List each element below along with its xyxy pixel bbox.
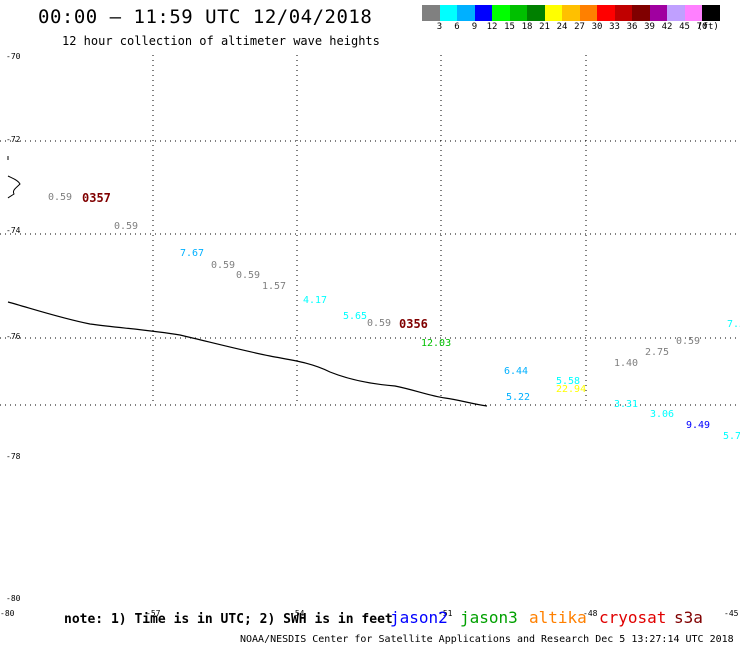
color-swatch (527, 5, 545, 21)
lat-label: -80 (6, 594, 21, 603)
satellite-legend-cryosat: cryosat (599, 608, 667, 627)
color-scale-label: 27 (574, 22, 585, 32)
color-swatch (474, 5, 492, 21)
satellite-legend-jason2: jason2 (390, 608, 448, 627)
color-scale-label: 24 (556, 22, 568, 32)
color-swatch (667, 5, 685, 21)
lat-label: -76 (6, 332, 21, 341)
lon-label: -54 (290, 609, 305, 618)
wave-height-value: 7.67 (180, 248, 205, 259)
wave-height-value: 0.59 (114, 221, 139, 232)
wave-height-value: 5.22 (506, 392, 531, 403)
color-scale-label: 21 (539, 22, 550, 32)
color-scale-label: 18 (521, 22, 533, 32)
wave-height-value: 0.59 (211, 260, 236, 271)
wave-height-value: 4.17 (303, 295, 328, 306)
wave-height-value: 3.31 (614, 399, 639, 410)
color-scale-label: 6 (454, 22, 460, 32)
color-scale-label: 42 (661, 22, 673, 32)
color-swatch (597, 5, 615, 21)
wave-height-value: 5.65 (343, 311, 368, 322)
coastline-main (7, 301, 488, 407)
satellite-legend-altika: altika (529, 608, 587, 627)
graticule (0, 55, 740, 406)
lon-label: -48 (583, 609, 598, 618)
wave-height-value: 1.57 (262, 281, 287, 292)
wave-height-value: 7.5 (727, 319, 740, 330)
wave-height-value: 0.59 (48, 192, 73, 203)
color-scale-label: 3 (436, 22, 443, 32)
color-scale-label: 45 (679, 22, 690, 32)
page-subtitle: 12 hour collection of altimeter wave hei… (62, 34, 380, 48)
lon-label: -57 (146, 609, 161, 618)
color-scale-label: 15 (504, 22, 515, 32)
color-swatch (457, 5, 475, 21)
wave-height-value: 6.44 (504, 366, 529, 377)
color-scale-label: 70 (696, 22, 708, 32)
color-swatch (509, 5, 527, 21)
lat-label: -80 (0, 609, 15, 618)
color-swatch (684, 5, 702, 21)
lon-label: -51 (438, 609, 453, 618)
wave-height-value: 2.75 (645, 347, 670, 358)
wave-height-value: 5.7 (723, 431, 740, 442)
color-scale-label: 39 (644, 22, 655, 32)
color-swatch (702, 5, 720, 21)
coastline-island (7, 175, 21, 199)
wave-height-value: 22.94 (556, 384, 587, 395)
lat-label: -78 (6, 452, 21, 461)
lat-label: -72 (6, 135, 21, 144)
lat-label: -70 (6, 52, 21, 61)
credit-line: NOAA/NESDIS Center for Satellite Applica… (240, 634, 734, 645)
color-swatch (649, 5, 667, 21)
color-swatch (422, 5, 440, 21)
satellite-legend-jason3: jason3 (460, 608, 518, 627)
color-scale-label: 30 (591, 22, 603, 32)
color-scale-label: 12 (486, 22, 498, 32)
color-swatch (632, 5, 650, 21)
color-scale-label: (ft) (697, 22, 719, 32)
wave-height-value: 0.59 (236, 270, 261, 281)
wave-height-value: 12.03 (421, 338, 452, 349)
footer-note: note: 1) Time is in UTC; 2) SWH is in fe… (64, 612, 393, 627)
page-title: 00:00 – 11:59 UTC 12/04/2018 (38, 6, 373, 28)
wave-height-value: 0.59 (367, 318, 392, 329)
color-swatch (579, 5, 597, 21)
rev-number: 0357 (82, 191, 111, 205)
wave-height-value: 3.06 (650, 409, 675, 420)
color-swatch (492, 5, 510, 21)
wave-height-value: 5.58 (556, 376, 581, 387)
lat-label: -74 (6, 226, 21, 235)
color-swatch (562, 5, 580, 21)
lon-label: -45 (724, 609, 739, 618)
color-scale-label: 33 (609, 22, 620, 32)
color-scale-bar (422, 5, 720, 21)
color-swatch (614, 5, 632, 21)
rev-number: 0356 (399, 317, 428, 331)
satellite-legend-s3a: s3a (674, 608, 703, 627)
wave-height-value: 0.59 (676, 336, 701, 347)
color-scale-label: 9 (471, 22, 478, 32)
color-scale-label: 36 (626, 22, 638, 32)
color-swatch (544, 5, 562, 21)
wave-height-value: 1.40 (614, 358, 639, 369)
wave-height-value: 9.49 (686, 420, 711, 431)
color-swatch (439, 5, 457, 21)
